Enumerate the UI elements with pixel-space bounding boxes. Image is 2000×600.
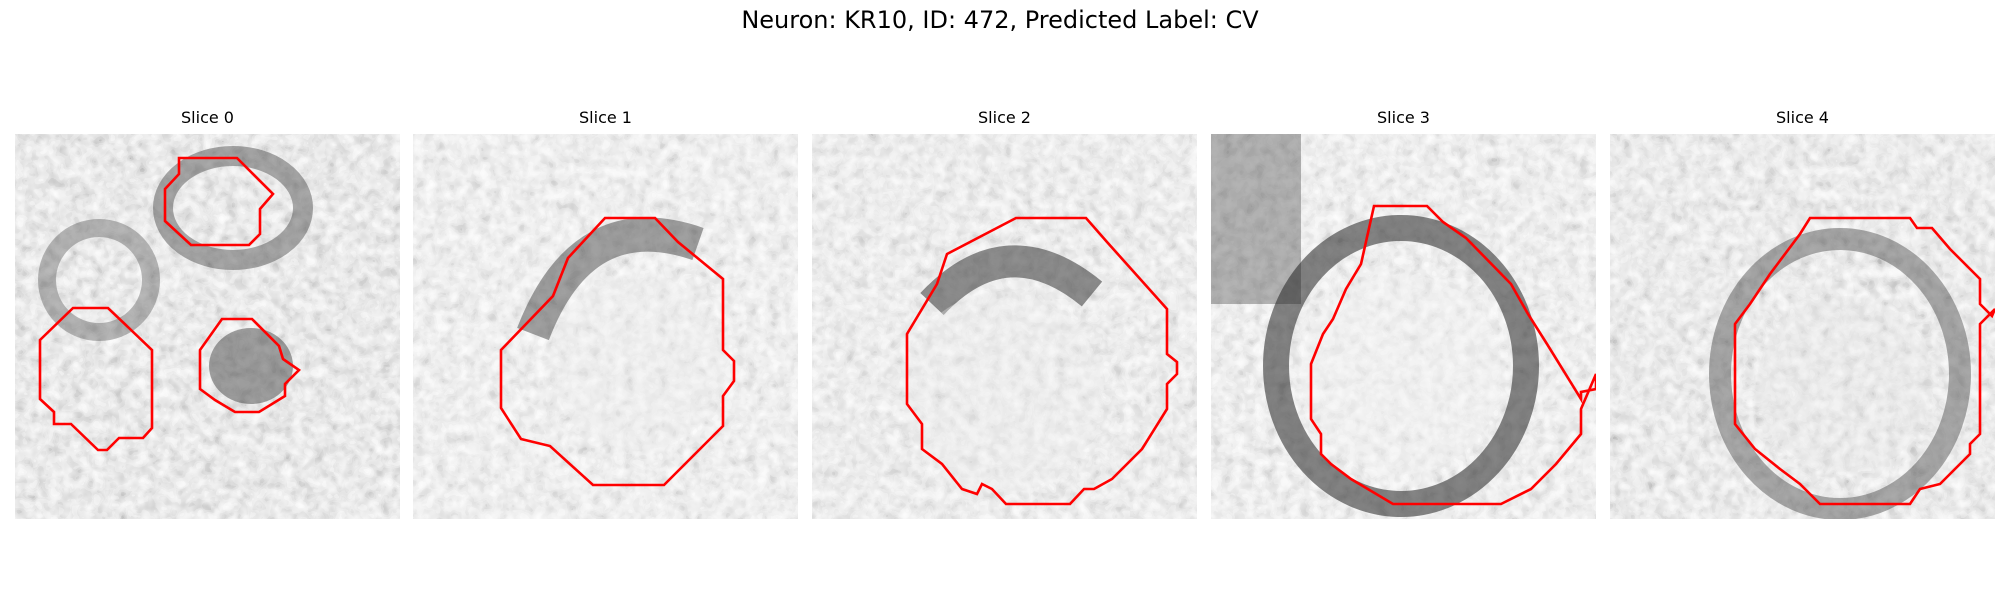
slice-title-3: Slice 3 — [1377, 108, 1430, 127]
slice-image-1 — [413, 134, 798, 519]
contour-group-0 — [38, 156, 302, 452]
slice-title-4: Slice 4 — [1776, 108, 1829, 127]
slice-panel-2: Slice 2 — [812, 108, 1197, 520]
contour-outline — [1309, 204, 1596, 506]
contour-outline — [1733, 216, 1995, 506]
micrograph-texture — [413, 134, 798, 519]
slice-panel-0: Slice 0 — [15, 108, 400, 520]
contour-outline — [198, 317, 302, 414]
contour-outline — [905, 216, 1179, 506]
slice-title-0: Slice 0 — [181, 108, 234, 127]
slice-image-2 — [812, 134, 1197, 519]
micrograph-texture — [812, 134, 1197, 519]
slice-panel-4: Slice 4 — [1610, 108, 1995, 520]
contour-outline — [163, 156, 275, 247]
micrograph-texture — [1610, 134, 1995, 519]
slice-panel-1: Slice 1 — [413, 108, 798, 520]
slice-panel-3: Slice 3 — [1211, 108, 1596, 520]
slice-image-3 — [1211, 134, 1596, 519]
slice-image-0 — [15, 134, 400, 519]
slice-title-1: Slice 1 — [579, 108, 632, 127]
slice-title-2: Slice 2 — [978, 108, 1031, 127]
micrograph-texture — [15, 134, 400, 519]
contour-outline — [499, 216, 736, 487]
slice-image-4 — [1610, 134, 1995, 519]
figure-title: Neuron: KR10, ID: 472, Predicted Label: … — [741, 6, 1259, 34]
contour-outline — [38, 306, 154, 452]
